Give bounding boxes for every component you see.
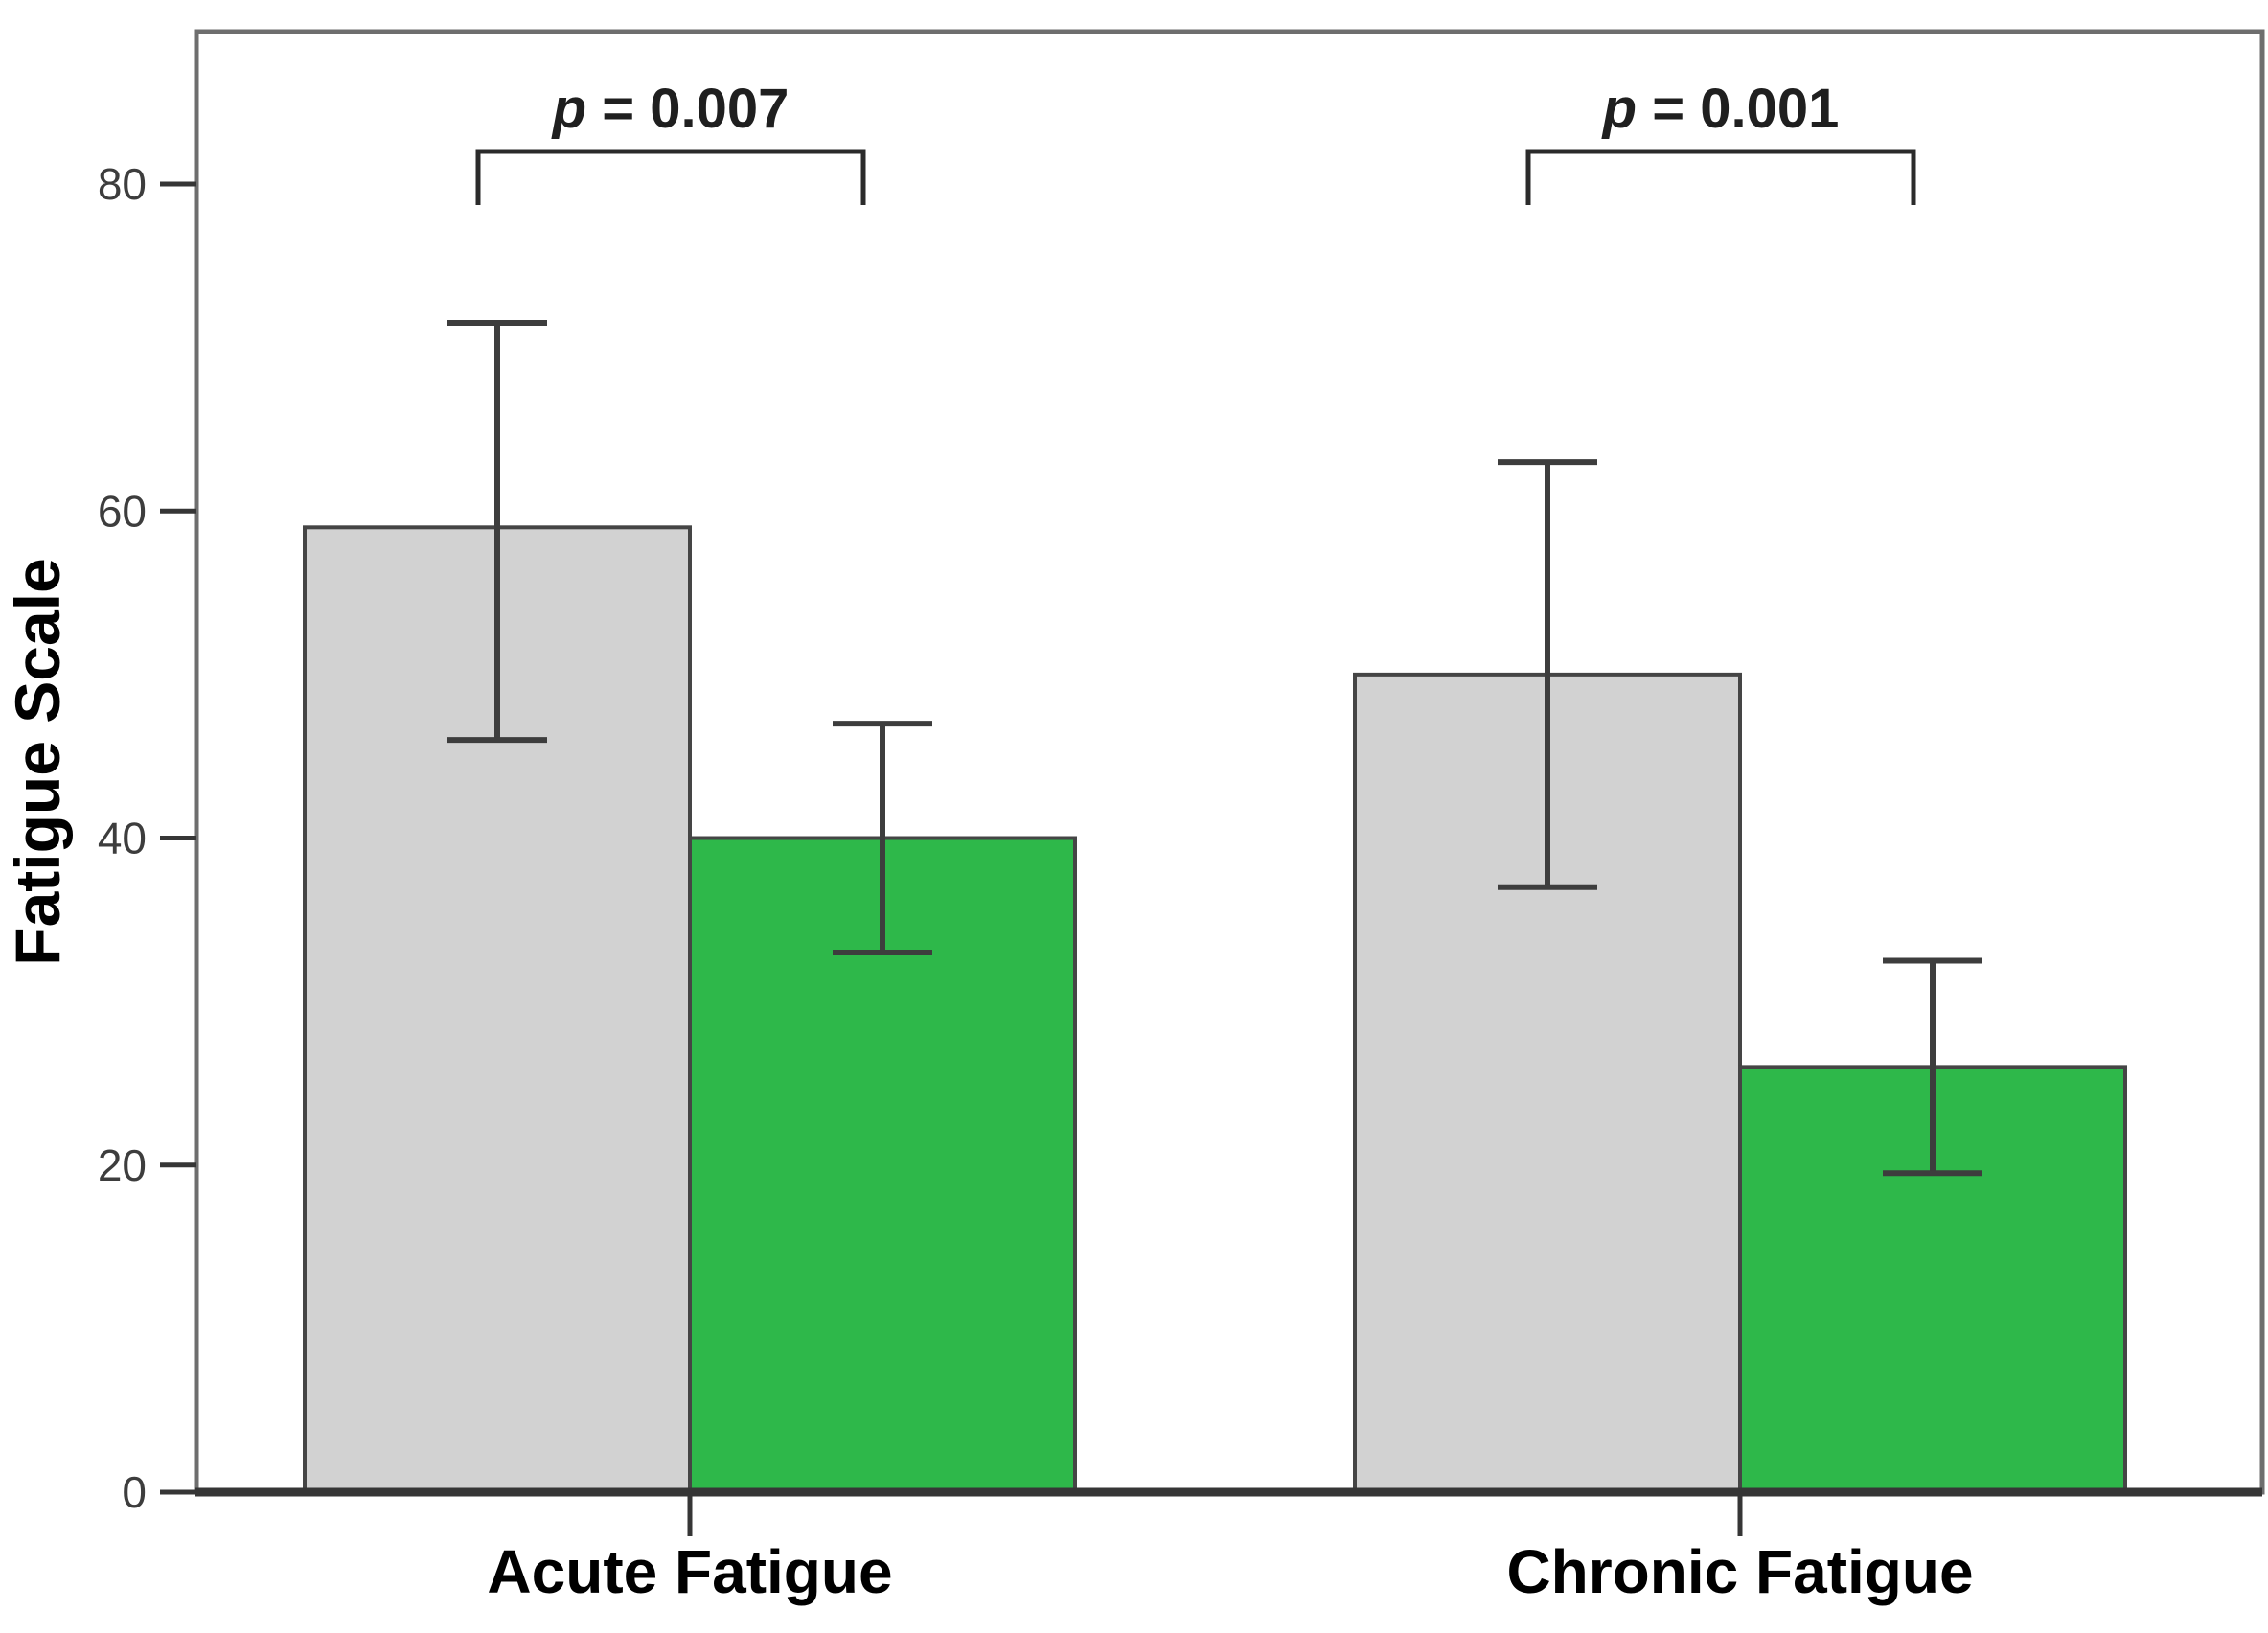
y-tick-label: 80 xyxy=(98,159,147,209)
p-value-text: = 0.007 xyxy=(586,78,789,140)
p-value-text: = 0.001 xyxy=(1637,78,1839,140)
y-axis-title: Fatigue Scale xyxy=(2,558,73,966)
significance-bracket-acute-fatigue xyxy=(475,149,866,205)
x-category-label-chronic-fatigue: Chronic Fatigue xyxy=(1506,1537,1973,1606)
y-tick-label: 40 xyxy=(98,814,147,863)
p-symbol: p xyxy=(551,78,586,140)
significance-bracket-chronic-fatigue xyxy=(1525,149,1916,205)
p-value-label-acute-fatigue: p = 0.007 xyxy=(551,78,790,140)
y-tick-label: 0 xyxy=(122,1467,147,1517)
p-value-label-chronic-fatigue: p = 0.001 xyxy=(1601,78,1840,140)
x-category-label-acute-fatigue: Acute Fatigue xyxy=(487,1537,892,1606)
y-tick-label: 60 xyxy=(98,486,147,536)
p-symbol: p xyxy=(1601,78,1637,140)
y-tick-label: 20 xyxy=(98,1140,147,1190)
